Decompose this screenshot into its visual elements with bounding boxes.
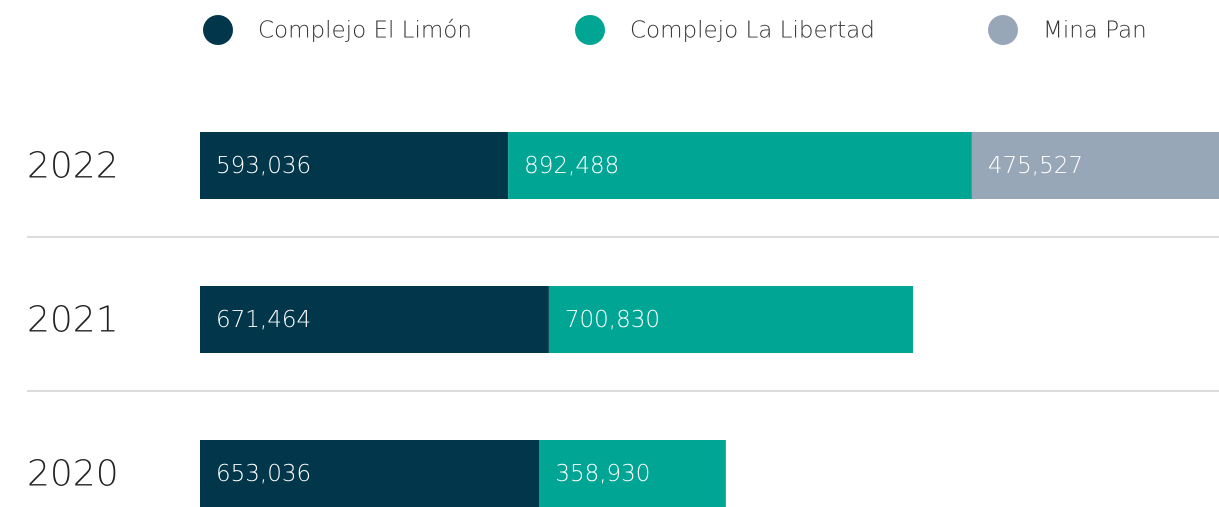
value-label: 358,930 bbox=[555, 461, 650, 487]
legend-label: Complejo El Limón bbox=[258, 18, 472, 44]
legend-label: Complejo La Libertad bbox=[630, 18, 875, 44]
category-label: 2020 bbox=[27, 454, 119, 495]
value-label: 671,464 bbox=[216, 307, 311, 333]
legend-swatch bbox=[203, 15, 233, 45]
legend-swatch bbox=[575, 15, 605, 45]
bar-segment bbox=[539, 440, 726, 507]
category-label: 2021 bbox=[27, 300, 119, 341]
bar-segment bbox=[508, 132, 972, 199]
bar-segment bbox=[200, 286, 549, 353]
legend-swatch bbox=[988, 15, 1018, 45]
value-label: 700,830 bbox=[565, 307, 660, 333]
legend-label: Mina Pan bbox=[1043, 18, 1147, 44]
value-label: 593,036 bbox=[216, 153, 311, 179]
bar-segment bbox=[200, 440, 540, 507]
category-label: 2022 bbox=[27, 146, 119, 187]
bar-segment bbox=[548, 286, 914, 353]
bar-segment bbox=[200, 132, 509, 199]
value-label: 892,488 bbox=[524, 153, 619, 179]
bar-segment bbox=[971, 132, 1219, 199]
value-label: 653,036 bbox=[216, 461, 311, 487]
value-label: 475,527 bbox=[988, 153, 1083, 179]
